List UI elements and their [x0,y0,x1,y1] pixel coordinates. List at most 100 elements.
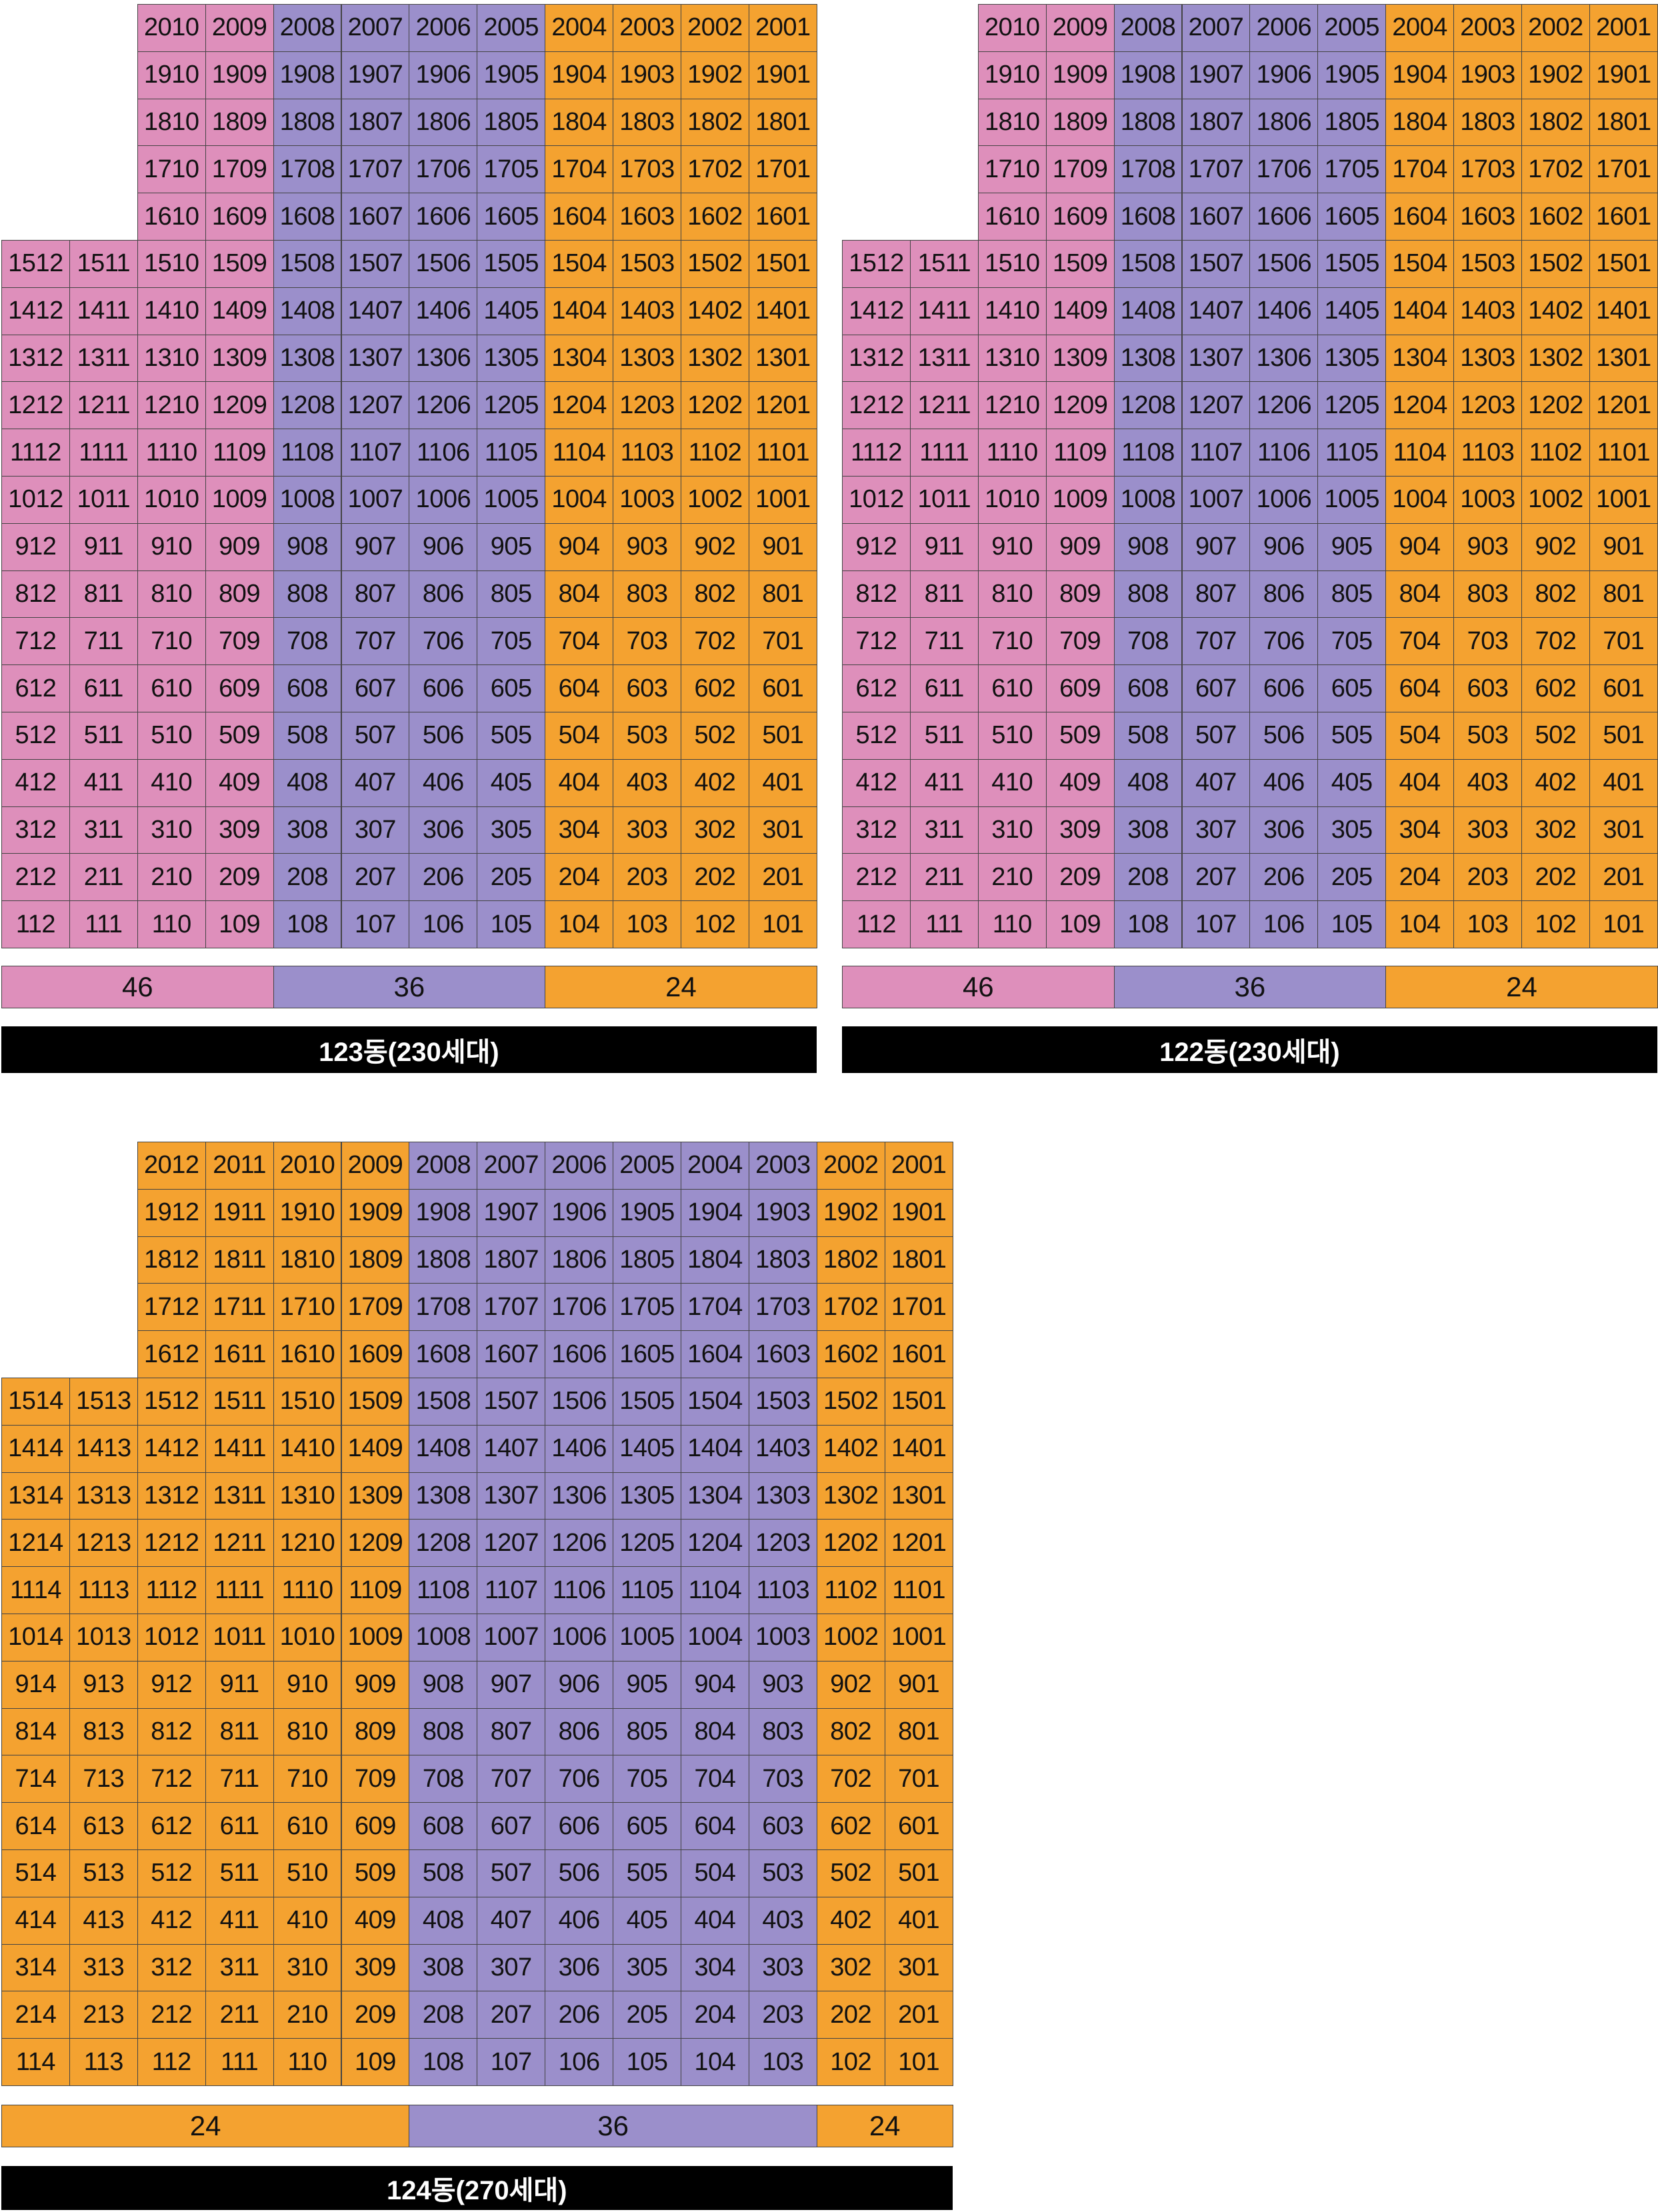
unit-cell: 905 [613,1660,681,1709]
unit-cell: 414 [1,1896,70,1945]
unit-cell: 1013 [69,1614,138,1661]
unit-cell: 1301 [884,1472,953,1520]
unit-cell: 1003 [748,1614,817,1661]
unit-cell: 1101 [748,429,817,477]
unit-cell: 1811 [205,1236,274,1284]
unit-cell: 1010 [977,476,1047,524]
unit-cell: 1005 [477,476,546,524]
unit-cell: 703 [1453,617,1522,666]
unit-type-count: 24 [1385,966,1658,1008]
unit-cell: 2003 [1453,4,1522,52]
unit-cell: 412 [137,1896,206,1945]
unit-cell: 411 [909,758,979,807]
unit-cell: 311 [909,806,979,854]
unit-cell: 1409 [205,287,274,335]
unit-cell: 1506 [545,1378,614,1426]
unit-cell: 308 [273,806,342,854]
unit-cell: 1010 [273,1614,342,1661]
unit-cell: 1012 [1,476,70,524]
unit-cell: 306 [545,1943,614,1992]
unit-cell: 1603 [1453,193,1522,241]
unit-cell: 511 [205,1849,274,1897]
unit-cell: 1313 [69,1472,138,1520]
unit-cell: 1108 [409,1566,478,1614]
unit-cell: 1509 [205,240,274,288]
unit-cell: 1011 [205,1614,274,1661]
unit-cell: 1206 [545,1519,614,1568]
unit-cell: 1801 [748,98,817,147]
unit-cell: 512 [1,712,70,760]
unit-cell: 814 [1,1707,70,1756]
unit-cell: 1603 [613,193,681,241]
unit-cell: 1007 [341,476,410,524]
unit-cell: 1109 [341,1566,410,1614]
unit-cell: 605 [613,1802,681,1850]
unit-cell: 1907 [341,51,410,99]
unit-cell: 1405 [1317,287,1387,335]
unit-cell: 1512 [137,1378,206,1426]
unit-cell: 1205 [1317,381,1387,430]
unit-cell: 1607 [341,193,410,241]
unit-cell: 1311 [69,334,138,383]
unit-cell: 1208 [273,381,342,430]
unit-cell: 307 [341,806,410,854]
unit-cell: 602 [681,664,749,712]
unit-cell: 1012 [842,476,911,524]
unit-cell: 1102 [681,429,749,477]
unit-cell: 1209 [1045,381,1115,430]
unit-cell: 1508 [1113,240,1183,288]
unit-cell: 408 [273,758,342,807]
unit-cell: 1006 [1249,476,1319,524]
unit-cell: 902 [681,523,749,571]
unit-cell: 908 [1113,523,1183,571]
unit-cell: 902 [816,1660,885,1709]
unit-cell: 508 [1113,712,1183,760]
unit-cell: 203 [748,1991,817,2039]
building-title: 122동(230세대) [842,1026,1657,1073]
unit-cell: 806 [1249,570,1319,618]
unit-cell: 1604 [1385,193,1455,241]
unit-cell: 1009 [205,476,274,524]
unit-cell: 1104 [545,429,614,477]
unit-cell: 1602 [816,1330,885,1378]
unit-cell: 805 [613,1707,681,1756]
unit-cell: 1212 [137,1519,206,1568]
unit-cell: 311 [205,1943,274,1992]
unit-cell: 1304 [1385,334,1455,383]
unit-cell: 206 [409,853,478,902]
unit-cell: 1407 [477,1424,546,1473]
unit-cell: 608 [273,664,342,712]
unit-cell: 901 [884,1660,953,1709]
unit-cell: 609 [341,1802,410,1850]
unit-cell: 1411 [69,287,138,335]
unit-cell: 1101 [1589,429,1658,477]
unit-cell: 1601 [1589,193,1658,241]
unit-cell: 504 [545,712,614,760]
unit-cell: 808 [1113,570,1183,618]
unit-cell: 607 [1181,664,1251,712]
unit-cell: 1802 [1521,98,1590,147]
unit-cell: 1501 [748,240,817,288]
unit-cell: 509 [1045,712,1115,760]
unit-cell: 805 [1317,570,1387,618]
unit-cell: 1707 [477,1283,546,1332]
unit-cell: 712 [1,617,70,666]
unit-cell: 406 [1249,758,1319,807]
unit-cell: 1912 [137,1188,206,1237]
unit-cell: 910 [273,1660,342,1709]
unit-cell: 706 [1249,617,1319,666]
unit-cell: 102 [1521,900,1590,948]
unit-cell: 612 [137,1802,206,1850]
unit-cell: 1412 [842,287,911,335]
unit-cell: 801 [884,1707,953,1756]
unit-cell: 1603 [748,1330,817,1378]
unit-cell: 1111 [205,1566,274,1614]
unit-cell: 1803 [613,98,681,147]
unit-cell: 1203 [613,381,681,430]
unit-cell: 708 [409,1755,478,1803]
unit-cell: 1310 [137,334,206,383]
unit-cell: 1209 [341,1519,410,1568]
unit-cell: 1210 [977,381,1047,430]
unit-cell: 307 [1181,806,1251,854]
unit-cell: 601 [748,664,817,712]
